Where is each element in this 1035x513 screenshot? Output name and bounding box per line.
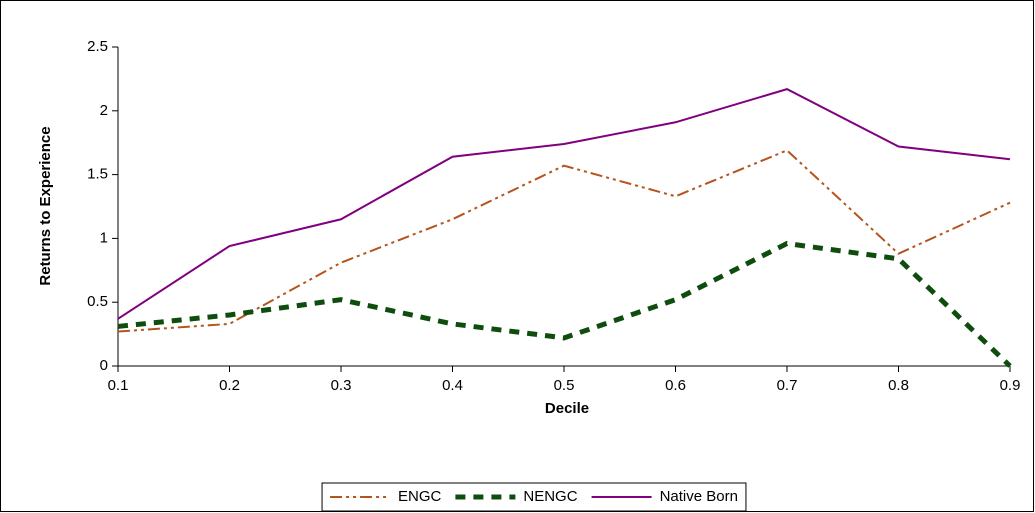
- x-tick-label: 0.9: [1000, 377, 1021, 394]
- x-tick-label: 0.4: [442, 377, 463, 394]
- x-tick-label: 0.7: [777, 377, 798, 394]
- series-line: [117, 88, 1011, 320]
- series-line: [117, 149, 1011, 333]
- y-tick-label: 2: [100, 102, 108, 119]
- y-tick-label: 1: [100, 229, 108, 246]
- x-tick-label: 0.8: [888, 377, 909, 394]
- x-tick-label: 0.2: [219, 377, 240, 394]
- y-tick-label: 1.5: [87, 166, 108, 183]
- y-tick-label: 0.5: [87, 293, 108, 310]
- x-axis-label: Decile: [545, 400, 589, 417]
- y-tick-label: 2.5: [87, 38, 108, 55]
- x-tick-label: 0.1: [108, 377, 129, 394]
- x-tick-label: 0.5: [554, 377, 575, 394]
- y-tick-label: 0: [100, 357, 108, 374]
- legend-label: ENGC: [398, 488, 442, 505]
- x-tick-label: 0.6: [665, 377, 686, 394]
- series-line: [117, 240, 1012, 368]
- x-tick-label: 0.3: [331, 377, 352, 394]
- y-axis-label: Returns to Experience: [37, 126, 54, 285]
- legend-label: NENGC: [523, 488, 577, 505]
- legend: ENGC NENGC Native Born: [321, 482, 747, 512]
- legend-label: Native Born: [660, 488, 738, 505]
- legend-box: [321, 482, 747, 512]
